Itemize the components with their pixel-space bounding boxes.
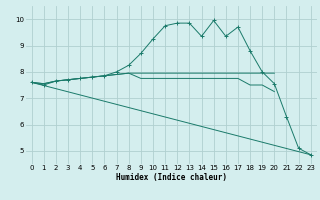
X-axis label: Humidex (Indice chaleur): Humidex (Indice chaleur) [116,173,227,182]
